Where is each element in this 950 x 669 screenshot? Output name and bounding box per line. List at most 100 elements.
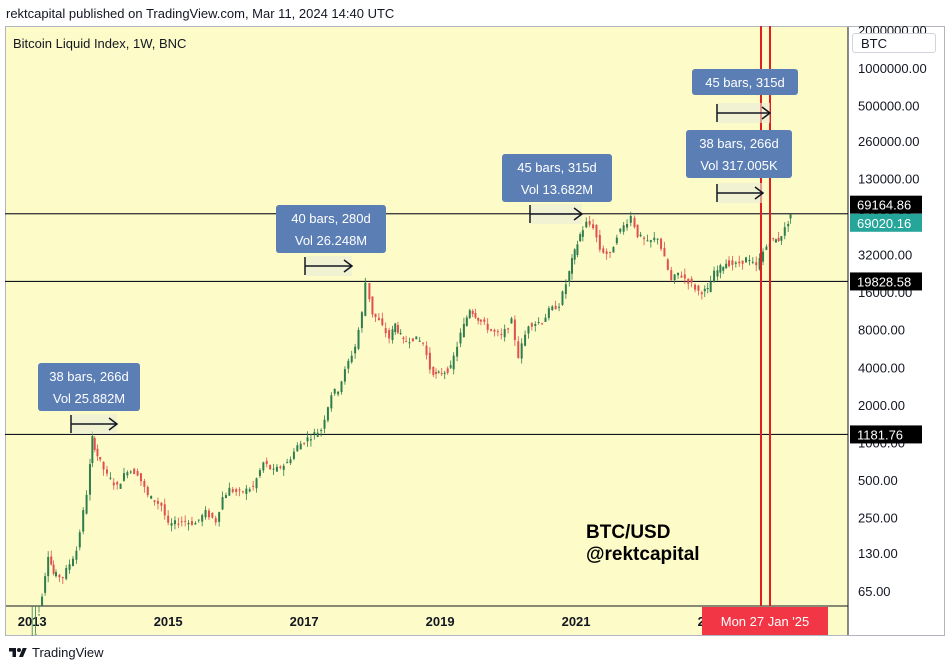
candle-body [143,480,146,487]
price-badge [850,272,922,291]
candle-body [598,234,601,250]
candle-body [306,437,309,442]
candle-body [371,296,374,315]
candle-body [500,334,503,336]
plot-border [5,26,945,636]
candle-body [573,249,576,260]
candle-body [231,489,234,492]
candle-body [713,270,716,283]
candle-body [102,461,105,470]
candle-body [544,317,547,323]
candle-body [496,331,499,333]
annotation-text: 38 bars, 266d [49,369,129,384]
annotation-text: Vol 25.882M [53,391,125,406]
candle-body [119,483,122,489]
candle-body [755,262,758,266]
y-tick-label: 250.00 [858,511,898,526]
candle-body [677,272,680,276]
candle-body [265,460,268,465]
candle-body [468,310,471,319]
candle-body [364,282,367,316]
annotation-box[interactable] [692,69,798,95]
candle-body [292,451,295,459]
candle-body [269,464,272,470]
candle-body [167,515,170,523]
candle-body [456,346,459,357]
candle-body [418,340,421,342]
candle-body [609,251,612,253]
candle-body [605,251,608,254]
annotation-box[interactable] [38,363,140,411]
annotation-box[interactable] [276,205,386,253]
candle-body [105,469,108,474]
candle-body [368,282,371,300]
candle-body [360,312,363,329]
candle-body [547,308,550,318]
chart-frame[interactable]: Bitcoin Liquid Index, 1W, BNC 2000000.00… [5,23,945,658]
candle-body [581,230,584,237]
candle-body [751,261,754,263]
arrow-head-icon [754,186,765,200]
candle-body [731,260,734,265]
candle-body [194,523,197,525]
candle-body [50,556,53,565]
candle-body [170,523,173,526]
candle-body [61,577,64,579]
candle-body [446,368,449,373]
candle-body [602,248,605,253]
candle-body [510,318,513,324]
candle-body [777,237,780,242]
candle-body [187,522,190,525]
candle-body [709,281,712,293]
price-badge-label: 69164.86 [857,198,911,213]
candle-body [694,284,697,290]
candle-body [88,464,91,495]
candle-body [122,473,125,481]
annotations[interactable]: 38 bars, 266d Vol 25.882M 40 bars, 280d Vol… [38,69,798,434]
candle-body [576,244,579,256]
candle-body [299,443,302,450]
publisher-line: rektcapital published on TradingView.com… [6,6,395,21]
candle-body [649,240,652,243]
annotation-box[interactable] [686,130,792,178]
candle-body [153,500,156,502]
candle-body [337,391,340,395]
candle-body [700,292,703,295]
candle-body [350,355,353,363]
candle-body [85,494,88,514]
candle-body [91,436,94,464]
candle-body [296,445,299,452]
candle-body [520,343,523,359]
symbol-box[interactable]: BTC [852,33,936,53]
x-tick-label: 2019 [426,614,455,629]
y-tick-label: 500000.00 [858,98,919,113]
annotation-box[interactable] [502,154,612,202]
chart-svg[interactable]: Bitcoin Liquid Index, 1W, BNC 2000000.00… [5,23,945,658]
candle-body [513,319,516,341]
candle-body [703,288,706,292]
candle-body [592,224,595,229]
candle-body [503,329,506,338]
horizontal-levels[interactable] [5,213,848,436]
candle-body [228,487,231,496]
candle-body [741,260,744,264]
candle-body [109,477,112,479]
tradingview-logo-icon [9,647,27,657]
candle-body [415,336,418,340]
footer-brand[interactable]: TradingView [8,645,104,660]
candle-body [258,470,261,476]
candle-body [68,564,71,570]
candle-body [774,239,777,243]
candle-body [738,261,741,264]
candle-body [129,471,132,473]
candle-body [765,246,768,250]
candle-body [221,497,224,510]
candle-body [388,330,391,339]
candle-body [190,521,193,525]
candle-body [622,225,625,232]
annotation-text: Vol 26.248M [295,233,367,248]
candle-body [789,214,792,219]
annotation-text: Vol 13.682M [521,182,593,197]
candle-body [214,518,217,523]
candle-body [248,489,251,492]
